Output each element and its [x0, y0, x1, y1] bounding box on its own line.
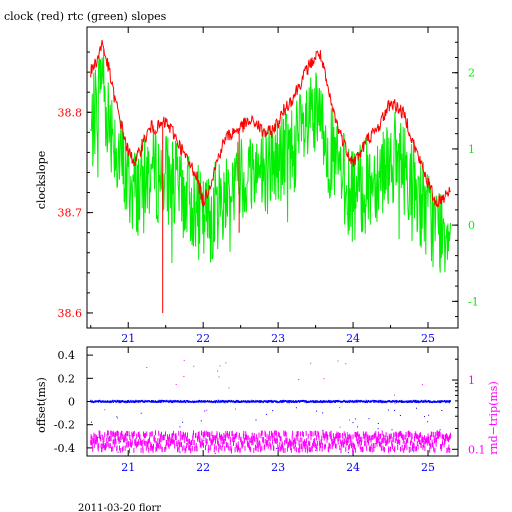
slopes-ticks: 21 22 23 24 25 38.6 38.7 38.8 -1 0 1 2 — [58, 27, 479, 345]
offset-points — [90, 399, 451, 404]
offset-x-tick-label: 23 — [271, 461, 285, 474]
slopes-x-tick-label: 25 — [421, 332, 435, 345]
chart-title: clock (red) rtc (green) slopes — [4, 10, 167, 23]
slopes-x-tick-label: 22 — [196, 332, 210, 345]
offset-series — [90, 360, 451, 454]
rndtrip-points — [90, 430, 451, 454]
slopes-x-tick-label: 23 — [271, 332, 285, 345]
clockslope-tick-label: 38.6 — [58, 307, 83, 320]
rtc-slope-tick-label: 2 — [468, 67, 475, 80]
offset-tick-label: 0.4 — [58, 349, 76, 362]
offset-tick-label: 0 — [68, 396, 75, 409]
offset-panel: 21 22 23 24 25 -0.4 -0.2 0 0.2 0.4 0.1 1 offset(ms)… — [35, 346, 500, 474]
rndtrip-tick-label: 1 — [468, 374, 475, 387]
offset-tick-label: 0.2 — [58, 372, 76, 385]
slopes-panel: 21 22 23 24 25 38.6 38.7 38.8 -1 0 1 2 clockslope — [35, 26, 479, 345]
slopes-plot-frame — [86, 26, 459, 329]
rndtrip-tick-label: 0.1 — [468, 443, 486, 456]
offset-x-tick-label: 21 — [121, 461, 135, 474]
slopes-series — [90, 39, 451, 313]
rtc-slope-tick-label: 0 — [468, 219, 475, 232]
rtc-slope-tick-label: -1 — [468, 295, 479, 308]
rtc-slope-line — [90, 49, 451, 273]
slopes-x-tick-label: 21 — [121, 332, 135, 345]
clockslope-tick-label: 38.8 — [58, 106, 83, 119]
slopes-x-tick-label: 24 — [346, 332, 360, 345]
clock-slope-line — [90, 39, 451, 208]
offset-tick-label: -0.4 — [54, 442, 75, 455]
clockslope-axis-label: clockslope — [35, 151, 48, 209]
footer-label: 2011-03-20 florr — [78, 503, 161, 512]
offset-x-tick-label: 25 — [421, 461, 435, 474]
offset-tick-label: -0.2 — [54, 419, 75, 432]
offset-ticks: 21 22 23 24 25 -0.4 -0.2 0 0.2 0.4 0.1 1 — [54, 347, 486, 474]
offset-axis-label: offset(ms) — [35, 377, 48, 433]
clockslope-tick-label: 38.7 — [58, 207, 83, 220]
rtc-slope-tick-label: 1 — [468, 143, 475, 156]
rndtrip-axis-label: rnd−trip(ms) — [487, 381, 500, 455]
offset-x-tick-label: 24 — [346, 461, 360, 474]
rndtrip-outliers — [104, 360, 423, 428]
offset-x-tick-label: 22 — [196, 461, 210, 474]
